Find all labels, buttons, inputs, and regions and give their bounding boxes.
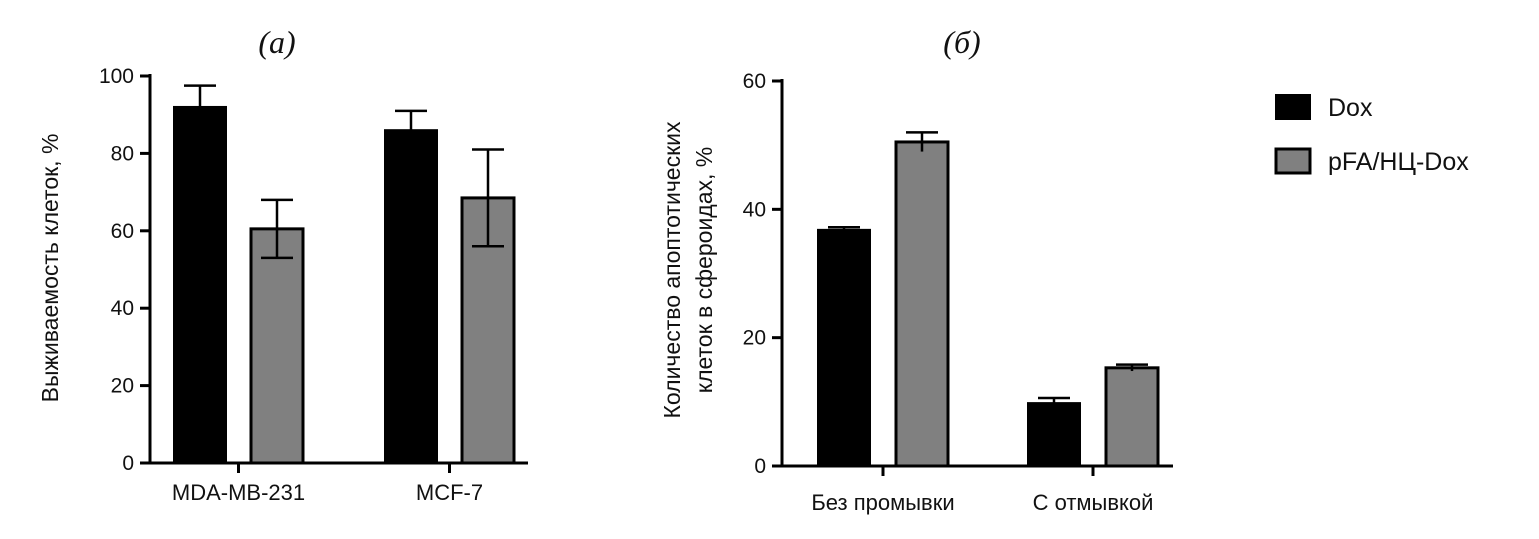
panel-a-error-bar-pfa-нц-dox-mcf-7 xyxy=(472,148,504,248)
panel-a-error-bar-dox-mcf-7 xyxy=(395,109,427,150)
panel-b-bar-pfa-нц-dox-без-промывки xyxy=(894,140,950,468)
panel-a-y-tick-label: 100 xyxy=(99,65,134,88)
panel-b-y-tick-label: 40 xyxy=(743,198,766,221)
panel-b-bar-dox-с-отмывкой xyxy=(1027,402,1081,468)
legend-label-dox: Dox xyxy=(1328,94,1373,122)
panel-a-y-tick-label: 0 xyxy=(122,452,134,475)
panel-b-chart: (б) Количество апоптотических клеток в с… xyxy=(659,24,1173,515)
panel-a-bar-dox-mda-mb-231 xyxy=(173,105,227,465)
legend-label-pfa-nc-dox: pFA/НЦ-Dox xyxy=(1328,148,1469,176)
legend: Dox pFA/НЦ-Dox xyxy=(1274,94,1469,176)
panel-b-y-tick-label: 20 xyxy=(743,327,766,350)
panel-b-label: (б) xyxy=(943,24,980,60)
panel-b-error-bar-dox-с-отмывкой xyxy=(1038,396,1070,409)
panel-a-chart: (а) Выживаемость клеток, % 020406080100 … xyxy=(37,24,528,505)
panel-a-label: (а) xyxy=(258,24,295,60)
legend-swatch-pfa-nc-dox xyxy=(1274,147,1312,175)
panel-b-error-bar-dox-без-промывки xyxy=(828,226,860,233)
panel-a-bar-pfa-нц-dox-mda-mb-231 xyxy=(249,227,305,465)
panel-b-y-axis-title-line-2: клеток в сфероидах, % xyxy=(691,147,717,394)
panel-a-error-bar-dox-mda-mb-231 xyxy=(184,84,216,129)
panel-b-bar-pfa-нц-dox-с-отмывкой xyxy=(1104,366,1160,468)
panel-a-bar-dox-mcf-7 xyxy=(384,129,438,464)
panel-b-bar-dox-без-промывки xyxy=(817,228,871,467)
panel-b-y-tick-label: 60 xyxy=(743,70,766,93)
panel-a-error-bar-pfa-нц-dox-mda-mb-231 xyxy=(261,198,293,260)
panel-b-y-tick-label: 0 xyxy=(754,455,766,478)
panel-a-category-label-mcf-7: MCF-7 xyxy=(416,480,483,505)
panel-a-y-tick-label: 40 xyxy=(111,297,134,320)
panel-b-category-label-с-отмывкой: С отмывкой xyxy=(1033,490,1154,515)
panel-a-category-label-mda-mb-231: MDA-MB-231 xyxy=(172,480,305,505)
panel-a-y-axis-title: Выживаемость клеток, % xyxy=(37,134,63,403)
panel-b-y-axis-title-line-1: Количество апоптотических xyxy=(659,121,685,419)
panel-b-category-label-без-промывки: Без промывки xyxy=(811,490,954,515)
panel-b-error-bar-pfa-нц-dox-без-промывки xyxy=(906,131,938,152)
panel-a-y-tick-label: 80 xyxy=(111,142,134,165)
panel-b-error-bar-pfa-нц-dox-с-отмывкой xyxy=(1116,363,1148,372)
panel-a-y-tick-label: 20 xyxy=(111,375,134,398)
panel-a-y-tick-label: 60 xyxy=(111,220,134,243)
legend-swatch-dox xyxy=(1275,94,1311,120)
